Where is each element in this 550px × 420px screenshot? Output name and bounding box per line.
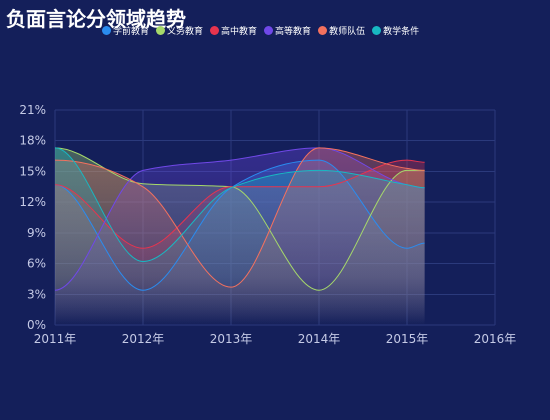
- legend-label: 高中教育: [221, 26, 258, 37]
- x-tick-label: 2014年: [298, 332, 341, 346]
- legend-label: 学前教育: [113, 26, 150, 37]
- legend-label: 教学条件: [383, 26, 420, 37]
- x-tick-label: 2011年: [34, 332, 77, 346]
- x-tick-label: 2016年: [474, 332, 517, 346]
- series-line[interactable]: [54, 159, 425, 291]
- y-tick-label: 9%: [27, 226, 46, 240]
- y-tick-label: 12%: [19, 195, 46, 209]
- legend-marker-icon: [372, 25, 382, 35]
- legend-item-preschool[interactable]: 学前教育: [102, 24, 149, 37]
- y-tick-label: 6%: [27, 257, 46, 271]
- legend-label: 义务教育: [167, 26, 204, 37]
- series-area: [55, 147, 425, 325]
- legend-item-compulsory[interactable]: 义务教育: [156, 24, 203, 37]
- legend: 学前教育 义务教育 高中教育 高等教育 教师队伍 教学条件: [102, 24, 419, 37]
- series-line[interactable]: [54, 159, 425, 249]
- chart-title: 负面言论分领域趋势: [6, 7, 186, 31]
- legend-item-higher-education[interactable]: 高等教育: [264, 24, 311, 37]
- legend-item-high-school[interactable]: 高中教育: [210, 24, 257, 37]
- series-line[interactable]: [54, 147, 425, 288]
- legend-label: 高等教育: [275, 26, 312, 37]
- series-lines: [54, 147, 425, 291]
- x-tick-label: 2015年: [386, 332, 429, 346]
- y-tick-label: 0%: [27, 318, 46, 332]
- legend-marker-icon: [156, 25, 166, 35]
- legend-marker-icon: [210, 25, 220, 35]
- x-tick-label: 2013年: [210, 332, 253, 346]
- y-tick-label: 3%: [27, 287, 46, 301]
- y-tick-label: 18%: [19, 134, 46, 148]
- legend-marker-icon: [318, 25, 328, 35]
- legend-item-teachers[interactable]: 教师队伍: [318, 24, 365, 37]
- y-tick-label: 15%: [19, 164, 46, 178]
- y-tick-label: 21%: [19, 103, 46, 117]
- legend-marker-icon: [264, 25, 274, 35]
- legend-item-teaching-conditions[interactable]: 教学条件: [372, 24, 419, 37]
- legend-label: 教师队伍: [329, 26, 366, 37]
- series-line[interactable]: [54, 147, 425, 263]
- series-areas: [55, 147, 425, 325]
- x-tick-label: 2012年: [122, 332, 165, 346]
- legend-marker-icon: [102, 25, 111, 35]
